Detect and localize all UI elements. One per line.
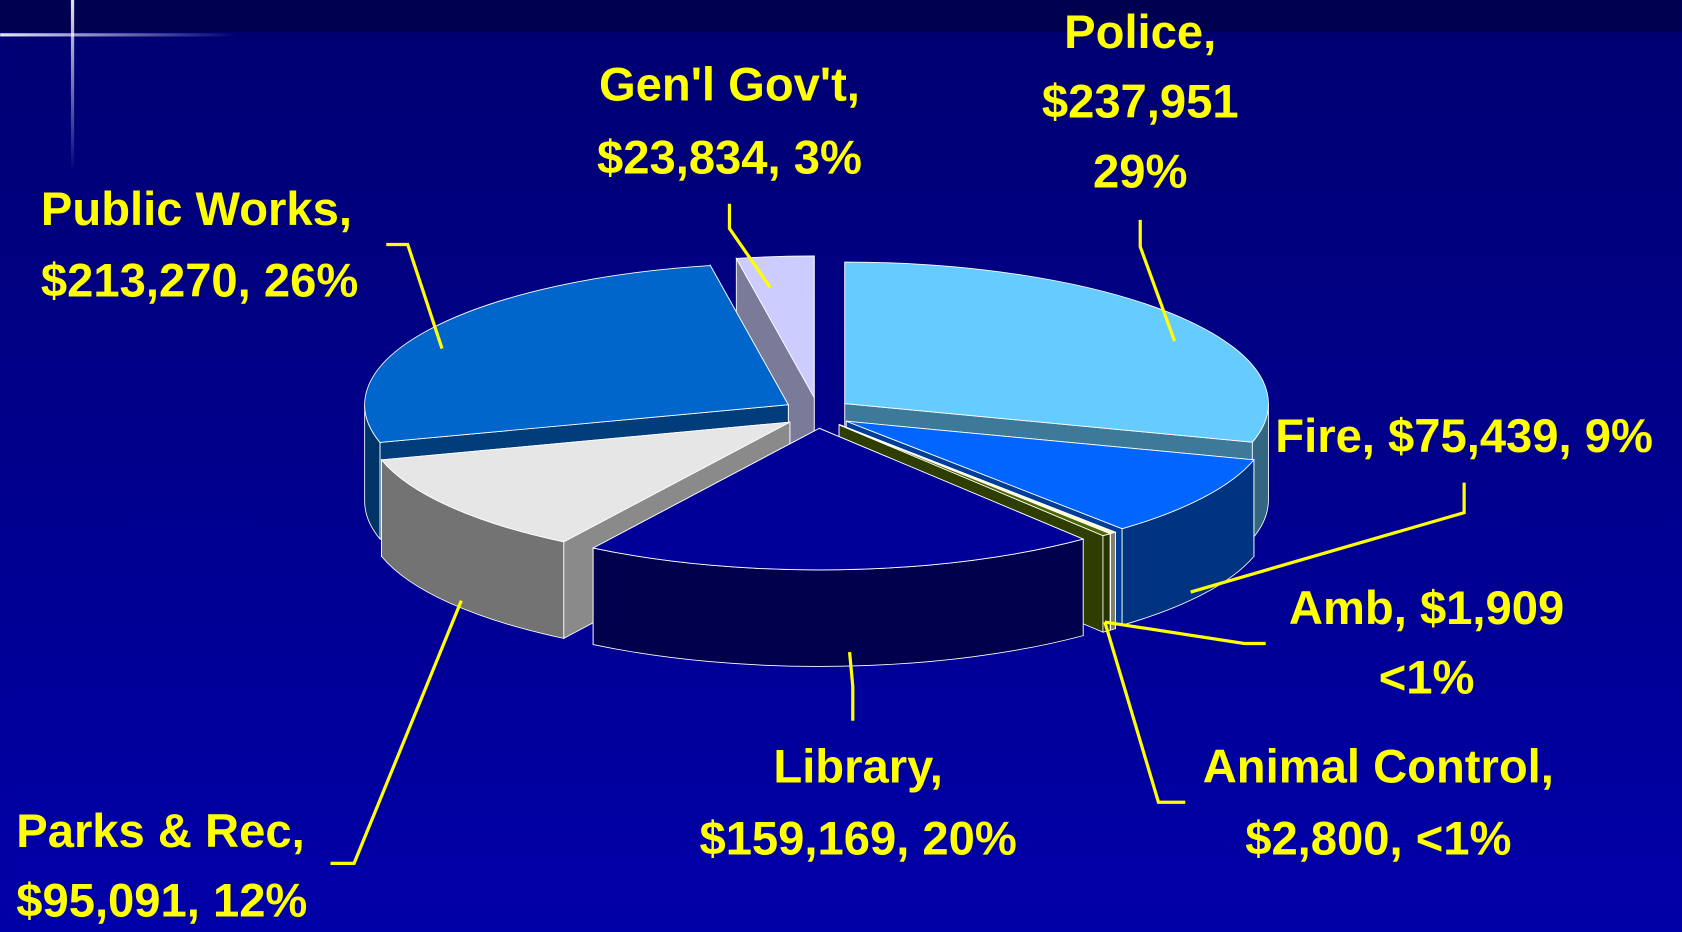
slice [380, 421, 791, 543]
data-label: Library, [773, 740, 943, 793]
data-label: Animal Control, [1203, 740, 1554, 793]
slice-wall [1102, 533, 1111, 633]
pie [364, 255, 1269, 667]
slice [735, 255, 815, 400]
data-label: 29% [1093, 144, 1187, 197]
decoration [70, 0, 75, 172]
slice [364, 265, 789, 443]
slice [591, 427, 1085, 667]
data-label: Police, [1064, 5, 1216, 58]
slice [838, 424, 1112, 537]
leader-line [330, 599, 463, 865]
data-label: $213,270, 26% [41, 254, 358, 307]
leader-line [386, 242, 444, 350]
slice [844, 261, 1269, 443]
data-label: $159,169, 20% [699, 811, 1016, 864]
slice [846, 420, 1255, 530]
leader-line [847, 651, 855, 721]
data-label: Public Works, [41, 182, 352, 235]
data-label: $23,834, 3% [597, 130, 862, 183]
leader-line [1103, 621, 1186, 804]
data-label: Gen'l Gov't, [599, 57, 860, 110]
leader-line [1104, 620, 1266, 646]
top-band [0, 0, 1682, 33]
leader-line [1190, 482, 1466, 594]
slice-wall [1110, 531, 1116, 631]
data-label: Amb, $1,909 [1289, 581, 1564, 634]
data-label: $2,800, <1% [1245, 811, 1511, 864]
labels: Police, $237,951 29% Fire, $75,439, 9% Amb, … [16, 5, 1653, 927]
data-label: Parks & Rec, [16, 804, 304, 857]
leader-line [1138, 219, 1177, 342]
data-label: $95,091, 12% [16, 874, 307, 927]
data-label: Fire, $75,439, 9% [1275, 409, 1653, 462]
decoration [0, 33, 237, 37]
slice [591, 427, 1085, 571]
leader-line [727, 203, 772, 289]
data-label: $237,951 [1042, 75, 1239, 128]
data-label: <1% [1379, 651, 1475, 704]
